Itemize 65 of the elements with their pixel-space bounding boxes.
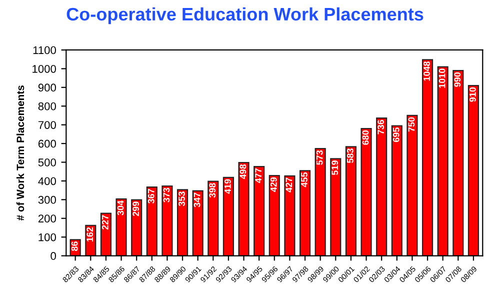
bar (437, 66, 448, 256)
data-label: 162 (86, 227, 94, 242)
data-label: 990 (454, 72, 461, 87)
chart-title: Co-operative Education Work Placements (66, 7, 424, 24)
bar (254, 166, 265, 256)
data-label: 427 (286, 178, 292, 192)
data-label: 498 (240, 164, 246, 180)
y-tick-label: 100 (38, 233, 56, 242)
data-label: 680 (362, 130, 369, 145)
data-label: 477 (255, 168, 262, 183)
data-label: 398 (209, 183, 216, 198)
bar (468, 84, 479, 256)
data-label: 695 (392, 128, 400, 142)
y-tick-label: 800 (38, 102, 56, 110)
bar (406, 114, 418, 256)
bar (360, 128, 372, 256)
bar (314, 148, 326, 256)
y-tick-label: 400 (38, 177, 56, 186)
y-tick-label: 1100 (33, 46, 56, 54)
data-label: 373 (163, 188, 170, 202)
y-tick-label: 900 (38, 84, 56, 92)
bar (376, 118, 388, 256)
y-tick-label: 600 (38, 140, 56, 148)
bar (268, 174, 280, 256)
bar (238, 162, 250, 256)
data-label: 910 (469, 87, 476, 102)
bar (284, 175, 296, 256)
y-tick-label: 1000 (32, 64, 56, 73)
data-label: 299 (132, 202, 140, 216)
data-label: 583 (346, 148, 354, 163)
bar (330, 158, 342, 256)
data-label: 1010 (438, 68, 446, 88)
y-tick-label: 200 (38, 214, 56, 222)
data-label: 455 (301, 172, 308, 188)
bar (345, 146, 356, 256)
data-label: 347 (194, 192, 200, 208)
data-label: 736 (378, 120, 384, 134)
bar (391, 125, 402, 256)
bar (422, 59, 434, 256)
data-label: 750 (408, 117, 415, 132)
y-axis-title: # of Work Term Placements (16, 85, 24, 221)
data-label: 86 (71, 242, 78, 251)
y-tick-label: 500 (38, 158, 56, 166)
bar (116, 198, 127, 256)
bar (192, 190, 204, 256)
data-label: 304 (117, 200, 124, 216)
bar (222, 176, 234, 256)
data-label: 429 (270, 177, 277, 192)
data-label: 1048 (424, 61, 430, 81)
bar (146, 186, 158, 256)
bar (162, 185, 173, 256)
y-tick-label: 300 (38, 196, 56, 204)
bar (176, 189, 188, 256)
data-label: 353 (178, 192, 185, 206)
data-label: 227 (102, 215, 108, 230)
bar (208, 180, 219, 256)
y-tick-label: 700 (38, 121, 56, 129)
data-label: 519 (332, 160, 338, 175)
bar (299, 170, 311, 256)
bar (131, 199, 142, 256)
data-label: 419 (224, 179, 231, 194)
data-label: 573 (316, 150, 323, 165)
y-tick-label: 0 (50, 252, 56, 260)
data-label: 367 (148, 189, 154, 204)
bar (452, 70, 464, 256)
